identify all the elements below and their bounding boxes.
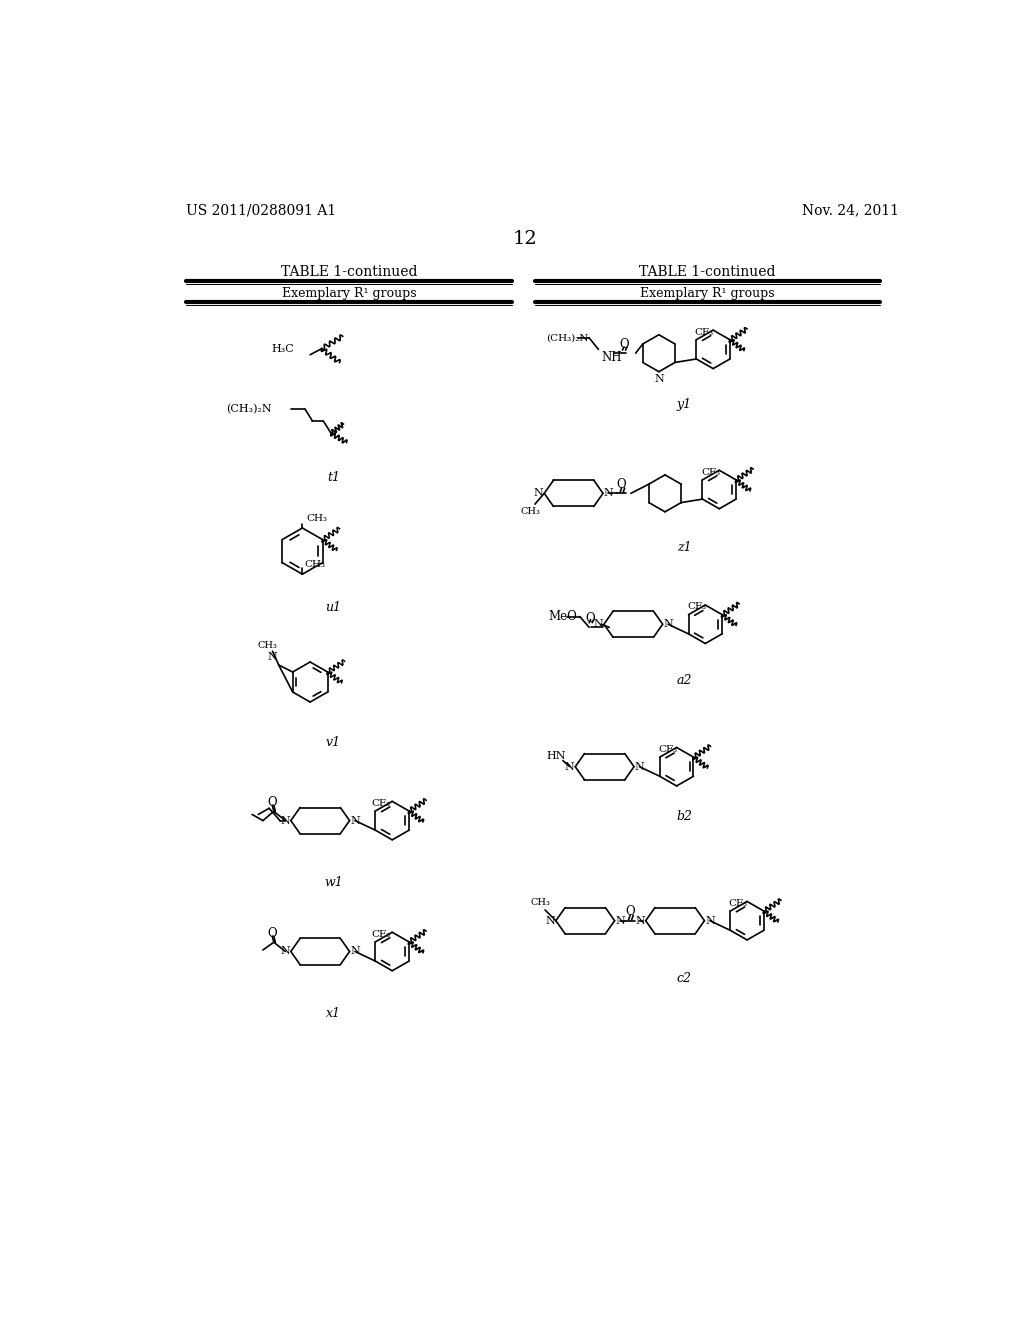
Text: CH₃: CH₃ bbox=[258, 640, 278, 649]
Text: c2: c2 bbox=[677, 972, 691, 985]
Text: CF₃: CF₃ bbox=[372, 799, 391, 808]
Text: y1: y1 bbox=[677, 399, 691, 412]
Text: N: N bbox=[705, 916, 715, 925]
Text: US 2011/0288091 A1: US 2011/0288091 A1 bbox=[186, 203, 336, 218]
Text: TABLE 1-continued: TABLE 1-continued bbox=[281, 265, 417, 280]
Text: CH₃: CH₃ bbox=[306, 515, 328, 523]
Text: CF₃: CF₃ bbox=[729, 899, 748, 908]
Text: (CH₃)₂N: (CH₃)₂N bbox=[547, 334, 589, 342]
Text: CH₃: CH₃ bbox=[305, 561, 326, 569]
Text: CH₃: CH₃ bbox=[520, 507, 541, 516]
Text: 12: 12 bbox=[512, 230, 538, 248]
Text: N: N bbox=[534, 488, 544, 499]
Text: N: N bbox=[350, 946, 359, 957]
Text: N: N bbox=[603, 488, 613, 499]
Text: N: N bbox=[635, 762, 644, 772]
Text: v1: v1 bbox=[326, 735, 341, 748]
Text: CF₃: CF₃ bbox=[372, 929, 391, 939]
Text: N: N bbox=[594, 619, 603, 630]
Text: N: N bbox=[281, 816, 290, 825]
Text: N: N bbox=[350, 816, 359, 825]
Text: b2: b2 bbox=[676, 810, 692, 824]
Text: CF₃: CF₃ bbox=[700, 467, 720, 477]
Text: N: N bbox=[546, 916, 555, 925]
Text: TABLE 1-continued: TABLE 1-continued bbox=[639, 265, 775, 280]
Text: x1: x1 bbox=[326, 1007, 341, 1019]
Text: N: N bbox=[636, 916, 645, 925]
Text: N: N bbox=[664, 619, 673, 630]
Text: CF₃: CF₃ bbox=[658, 744, 678, 754]
Text: N: N bbox=[281, 946, 290, 957]
Text: z1: z1 bbox=[677, 541, 691, 554]
Text: N: N bbox=[267, 652, 278, 663]
Text: N: N bbox=[654, 375, 664, 384]
Text: Exemplary R¹ groups: Exemplary R¹ groups bbox=[282, 286, 416, 300]
Text: CF₃: CF₃ bbox=[687, 602, 707, 611]
Text: O: O bbox=[616, 478, 627, 491]
Text: O: O bbox=[586, 611, 596, 624]
Text: Nov. 24, 2011: Nov. 24, 2011 bbox=[802, 203, 899, 218]
Text: t1: t1 bbox=[327, 471, 340, 484]
Text: O: O bbox=[620, 338, 629, 351]
Text: O: O bbox=[267, 796, 278, 809]
Text: O: O bbox=[626, 906, 635, 917]
Text: HN: HN bbox=[547, 751, 566, 760]
Text: N: N bbox=[615, 916, 625, 925]
Text: u1: u1 bbox=[326, 601, 341, 614]
Text: CH₃: CH₃ bbox=[530, 898, 550, 907]
Text: N: N bbox=[565, 762, 574, 772]
Text: CF₃: CF₃ bbox=[695, 327, 714, 337]
Text: NH: NH bbox=[601, 351, 622, 363]
Text: a2: a2 bbox=[676, 675, 692, 686]
Text: H₃C: H₃C bbox=[272, 343, 295, 354]
Text: w1: w1 bbox=[324, 875, 343, 888]
Text: (CH₃)₂N: (CH₃)₂N bbox=[225, 404, 271, 413]
Text: Exemplary R¹ groups: Exemplary R¹ groups bbox=[640, 286, 774, 300]
Text: MeO: MeO bbox=[548, 610, 577, 623]
Text: O: O bbox=[267, 927, 278, 940]
